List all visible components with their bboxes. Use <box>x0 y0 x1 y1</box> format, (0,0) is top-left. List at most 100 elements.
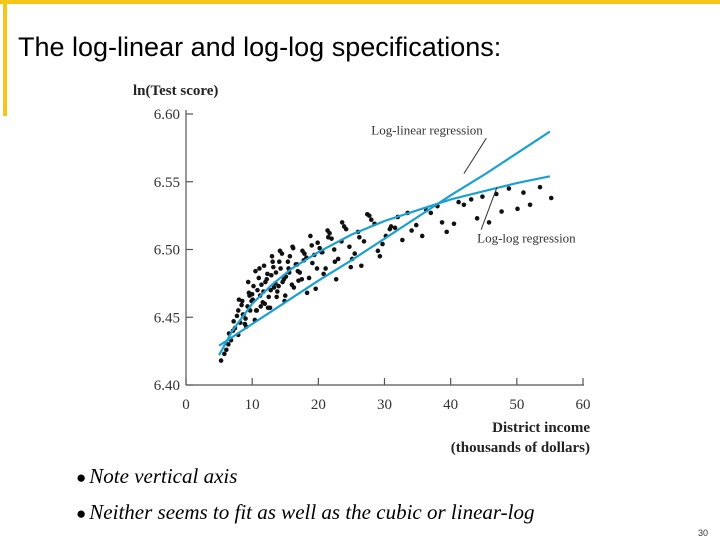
data-point <box>428 210 434 216</box>
data-point <box>380 241 385 247</box>
data-point <box>226 342 231 347</box>
data-point <box>317 245 322 251</box>
data-point <box>515 206 520 212</box>
data-point <box>461 202 467 208</box>
data-point <box>271 264 276 270</box>
data-point <box>325 235 331 240</box>
data-point <box>258 304 264 309</box>
data-point <box>368 217 374 222</box>
data-point <box>275 289 280 294</box>
data-point <box>270 259 275 264</box>
data-point <box>313 286 318 292</box>
x-tick-label: 20 <box>311 397 326 413</box>
data-point <box>290 244 295 250</box>
data-point <box>323 266 328 271</box>
data-point <box>400 237 405 243</box>
annotation-label: Log-linear regression <box>371 122 483 137</box>
data-point <box>235 308 241 313</box>
data-point <box>280 279 285 285</box>
x-tick-label: 50 <box>509 397 524 413</box>
data-point <box>265 271 270 277</box>
data-point <box>480 194 485 199</box>
data-point <box>285 259 291 264</box>
data-point <box>304 290 310 296</box>
data-point <box>451 221 457 227</box>
data-point <box>245 279 251 285</box>
data-point <box>332 259 338 264</box>
plot-area: 6.40 6.45 6.50 6.55 6.60 0 10 20 30 40 50 60 ln(Test… <box>133 83 591 456</box>
data-point <box>413 222 419 228</box>
annotation-leader-line <box>463 138 487 174</box>
x-axis-title: (thousands of dollars) <box>451 440 590 456</box>
data-point <box>236 297 242 302</box>
annotation-leader-line <box>480 186 498 230</box>
data-point <box>269 272 274 278</box>
data-point <box>282 293 288 298</box>
data-point <box>419 233 425 239</box>
data-point <box>296 278 301 283</box>
data-point <box>375 248 381 254</box>
data-point <box>256 275 262 281</box>
data-point <box>291 285 297 290</box>
data-point <box>269 253 275 259</box>
slide-title: The log-linear and log-log specification… <box>18 32 502 62</box>
data-point <box>253 268 258 274</box>
y-tick-label: 6.60 <box>154 107 180 123</box>
bullet-item: ● Neither seems to fit as well as the cub… <box>76 498 534 534</box>
bullet-text: Note vertical axis <box>89 464 238 488</box>
data-point <box>439 220 445 225</box>
x-tick-label: 0 <box>182 397 190 413</box>
data-point <box>306 275 312 281</box>
data-point <box>325 228 330 233</box>
bullet-dot-icon: ● <box>76 468 87 487</box>
data-point <box>335 256 341 262</box>
data-point <box>314 266 320 271</box>
left-accent-bar <box>3 4 7 116</box>
data-point <box>300 248 305 254</box>
data-point <box>359 263 364 269</box>
data-point <box>348 264 354 270</box>
data-point <box>249 291 255 297</box>
data-point <box>474 216 480 221</box>
log-log-regressionline <box>218 175 551 356</box>
data-point <box>548 195 554 201</box>
data-point <box>333 277 339 282</box>
y-tick-label: 6.40 <box>154 378 180 394</box>
data-point <box>266 294 272 300</box>
x-tick-label: 40 <box>443 397 458 413</box>
data-point <box>315 240 320 246</box>
data-point <box>486 220 492 225</box>
data-point <box>308 233 313 239</box>
data-point <box>468 197 474 202</box>
data-point <box>278 266 283 271</box>
x-tick-label: 10 <box>245 397 260 413</box>
data-point <box>537 184 543 190</box>
data-point <box>261 263 267 269</box>
data-point <box>287 253 293 259</box>
x-tick-label: 30 <box>377 397 392 413</box>
x-axis-title: District income <box>492 420 590 436</box>
bullet-text: Neither seems to fit as well as the cubi… <box>89 500 535 524</box>
bullet-dot-icon: ● <box>76 504 87 523</box>
data-point <box>331 247 337 252</box>
data-point <box>262 301 268 307</box>
data-point <box>527 202 533 208</box>
data-point <box>257 266 262 271</box>
bullet-list: ● Note vertical axis ● Neither seems to fi… <box>76 462 534 534</box>
data-point <box>409 228 414 233</box>
data-point <box>521 190 526 195</box>
data-point <box>222 351 227 357</box>
data-point <box>231 319 236 324</box>
data-point <box>271 285 277 290</box>
data-point <box>310 260 315 266</box>
data-point <box>273 270 279 275</box>
data-point <box>339 220 345 225</box>
data-point <box>456 199 461 205</box>
data-point <box>506 186 512 191</box>
data-point <box>251 283 256 289</box>
data-point <box>274 294 279 300</box>
data-point <box>295 268 301 274</box>
log-linear-regressionline <box>218 130 551 347</box>
x-tick-label: 60 <box>576 397 591 413</box>
